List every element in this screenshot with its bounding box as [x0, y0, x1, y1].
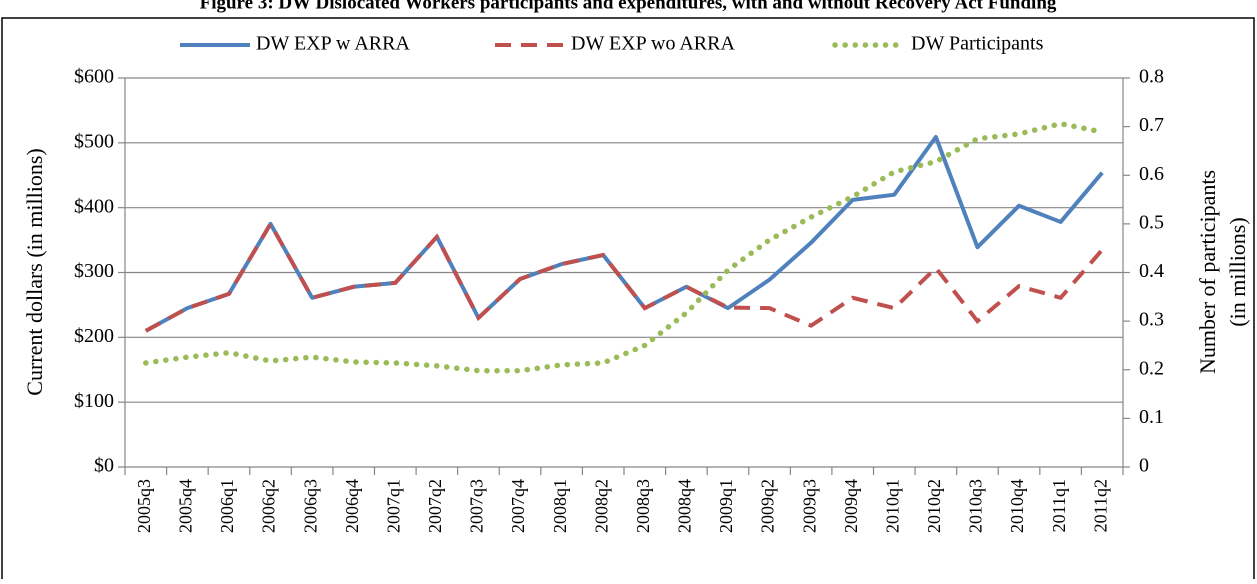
- series-line: [144, 134, 1104, 333]
- y-tick-label: $600: [74, 66, 114, 88]
- y2-tick-label: 0.8: [1139, 66, 1164, 88]
- x-tick-label: 2010q3: [966, 479, 986, 533]
- y2-tick-label: 0.1: [1139, 406, 1164, 428]
- x-tick-label: 2009q1: [716, 479, 736, 533]
- x-tick-label: 2007q1: [383, 479, 403, 533]
- y2-axis-title: (in millions): [1225, 217, 1250, 326]
- x-tick-label: 2006q3: [300, 479, 320, 533]
- x-tick-label: 2011q2: [1090, 479, 1110, 532]
- x-tick-label: 2010q1: [882, 479, 902, 533]
- y-tick-label: $500: [74, 130, 114, 152]
- x-tick-label: 2007q2: [425, 479, 445, 533]
- x-tick-label: 2005q4: [176, 479, 196, 533]
- y-tick-label: $300: [74, 260, 114, 282]
- y-axis-title: Current dollars (in millions): [22, 148, 47, 395]
- x-tick-label: 2010q2: [924, 479, 944, 533]
- legend-label: DW Participants: [911, 33, 1044, 55]
- x-tick-label: 2009q4: [841, 479, 861, 533]
- y-tick-label: $200: [74, 325, 114, 347]
- x-tick-label: 2011q1: [1049, 479, 1069, 532]
- x-tick-label: 2005q3: [134, 479, 154, 533]
- x-tick-label: 2008q4: [675, 479, 695, 533]
- y2-tick-label: 0.7: [1139, 114, 1164, 136]
- y2-axis-title: Number of participants: [1195, 170, 1220, 374]
- y2-tick-label: 0.5: [1139, 211, 1164, 233]
- x-tick-label: 2006q2: [259, 479, 279, 533]
- x-tick-label: 2009q3: [799, 479, 819, 533]
- x-tick-label: 2009q2: [758, 479, 778, 533]
- y-tick-label: $400: [74, 195, 114, 217]
- y2-tick-label: 0.4: [1139, 260, 1164, 282]
- legend-label: DW EXP w ARRA: [256, 33, 410, 55]
- x-tick-label: 2008q1: [550, 479, 570, 533]
- y2-tick-label: 0.2: [1139, 357, 1164, 379]
- x-tick-label: 2006q4: [342, 479, 362, 533]
- x-tick-label: 2008q3: [633, 479, 653, 533]
- y2-tick-label: 0.6: [1139, 163, 1164, 185]
- series-line: [143, 120, 1105, 374]
- y2-tick-label: 0.3: [1139, 309, 1164, 331]
- chart-border: [1, 17, 1255, 584]
- chart-title: Figure 3: DW Dislocated Workers particip…: [200, 0, 1057, 13]
- x-tick-label: 2006q1: [217, 479, 237, 533]
- series-line: [144, 219, 1104, 333]
- x-tick-label: 2007q4: [508, 479, 528, 533]
- y2-tick-label: 0: [1139, 455, 1149, 477]
- x-tick-label: 2007q3: [467, 479, 487, 533]
- x-tick-label: 2010q4: [1007, 479, 1027, 533]
- legend-label: DW EXP wo ARRA: [571, 33, 735, 55]
- y-tick-label: $100: [74, 390, 114, 412]
- x-tick-label: 2008q2: [591, 479, 611, 533]
- y-tick-label: $0: [94, 455, 114, 477]
